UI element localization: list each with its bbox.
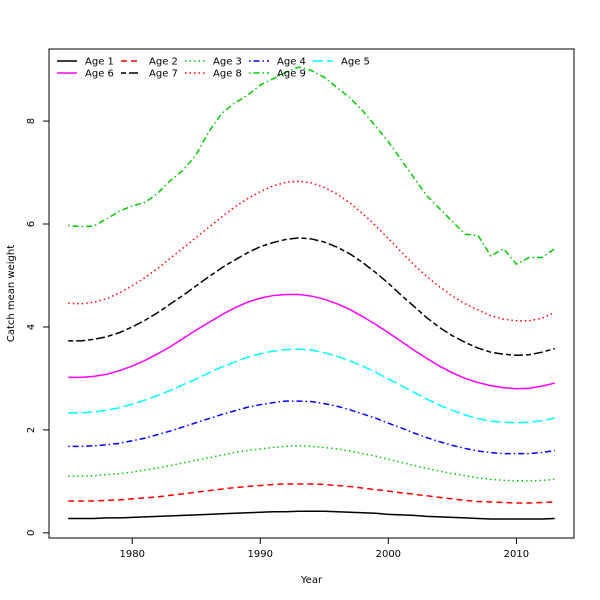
series-lines	[68, 66, 556, 520]
y-tick-label: 0	[26, 530, 37, 536]
series-line-age-8	[68, 180, 556, 322]
y-axis-title: Catch mean weight	[6, 245, 17, 342]
series-line-age-6	[68, 293, 555, 390]
series-line-age-2	[68, 483, 555, 504]
series-line-age-7	[68, 237, 555, 357]
series-line-age-1	[68, 510, 555, 520]
legend-label-age-8: Age 8	[213, 69, 242, 80]
legend-label-age-4: Age 4	[277, 57, 306, 68]
x-tick-label: 1990	[248, 549, 273, 560]
series-line-age-9	[68, 66, 556, 266]
x-tick-label: 1980	[120, 549, 145, 560]
plot-frame	[48, 48, 575, 539]
legend-label-age-5: Age 5	[341, 57, 370, 68]
x-tick-label: 2010	[504, 549, 529, 560]
x-axis: 1980 1990 2000 2010	[120, 538, 529, 560]
legend-label-age-7: Age 7	[149, 69, 178, 80]
legend-label-age-6: Age 6	[85, 69, 114, 80]
series-line-age-3	[68, 445, 555, 482]
y-tick-label: 4	[26, 324, 37, 330]
y-tick-label: 6	[26, 221, 37, 227]
legend: Age 1 Age 2 Age 3 Age 4 Age 5 Age 6 Age 7 Age 8…	[57, 57, 370, 80]
x-tick-label: 2000	[376, 549, 401, 560]
y-axis: 0 2 4 6 8	[26, 118, 49, 536]
y-tick-label: 8	[26, 118, 37, 124]
legend-label-age-9: Age 9	[277, 69, 306, 80]
y-tick-label: 2	[26, 427, 37, 433]
legend-label-age-1: Age 1	[85, 57, 114, 68]
legend-label-age-3: Age 3	[213, 57, 242, 68]
legend-label-age-2: Age 2	[149, 57, 178, 68]
x-axis-title: Year	[300, 575, 323, 586]
series-line-age-4	[68, 400, 555, 455]
series-line-age-5	[68, 348, 555, 424]
